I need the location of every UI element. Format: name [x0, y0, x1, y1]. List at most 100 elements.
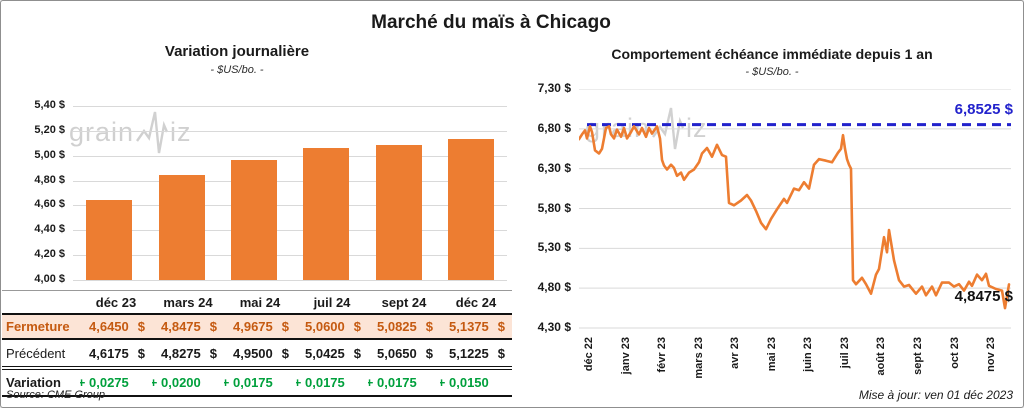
row-label: Variation [2, 368, 80, 397]
line-x-tick-label: mai 23 [765, 337, 778, 372]
line-x-tick-label: août 23 [875, 337, 888, 376]
cell-value: 4,8275 $ [161, 345, 217, 361]
gridline [73, 230, 507, 232]
table-cell: + 0,0175$ [296, 368, 368, 397]
line-x-tick-label: janv 23 [619, 337, 632, 375]
gridline [73, 255, 507, 257]
line-x-tick-label: févr 23 [656, 337, 669, 373]
cell-value: 5,1375 $ [449, 319, 505, 334]
table-cell: + 0,0175$ [368, 368, 440, 397]
cell-value: + 0,0150$ [440, 375, 489, 390]
cell-value: 4,9500 $ [233, 345, 289, 361]
cell-value: + 0,0275$ [80, 375, 129, 390]
cell-value: 5,1225 $ [449, 345, 505, 361]
table-row-precedent: Précédent 4,6175 $ 4,8275 $ 4,9500 $ 5,0425 $ 5,0… [2, 339, 512, 370]
price-table: déc 23 mars 24 mai 24 juil 24 sept 24 déc 24 F… [2, 290, 512, 397]
bar-y-tick-label: 5,00 $ [34, 148, 65, 161]
gridline [73, 106, 507, 107]
line-y-tick-label: 5,30 $ [537, 240, 571, 255]
line-y-tick-label: 6,30 $ [537, 160, 571, 175]
gridline [73, 280, 507, 281]
bar-chart-subtitle: - $US/bo. - [210, 64, 264, 76]
bar-y-tick-label: 4,60 $ [34, 198, 65, 211]
line-x-tick-label: mars 23 [692, 337, 705, 379]
line-x-tick-label: déc 22 [583, 337, 595, 372]
table-cell: + 0,0150$ [440, 368, 512, 397]
price-line [579, 125, 1011, 310]
table-cell: 5,1225 $ [440, 339, 512, 370]
cell-value: 5,0425 $ [305, 345, 361, 361]
cell-value: + 0,0200$ [152, 375, 201, 390]
gridline [73, 180, 507, 182]
table-header-cell: mai 24 [224, 290, 296, 315]
table-cell: 5,1375 $ [440, 314, 512, 340]
table-cell: 5,0825 $ [368, 314, 440, 340]
line-x-tick-label: juil 23 [838, 337, 851, 369]
gridline [73, 155, 507, 157]
gridline [73, 130, 507, 132]
bar-y-tick-label: 5,20 $ [34, 123, 65, 136]
bar [303, 148, 350, 280]
line-chart-subtitle: - $US/bo. - [745, 66, 799, 78]
table-cell: 4,6175 $ [80, 339, 152, 370]
cell-value: 4,9675 $ [233, 319, 289, 334]
table-header-cell [2, 290, 80, 315]
cell-value: + 0,0175$ [296, 375, 345, 390]
cell-value: 5,0600 $ [305, 319, 361, 334]
line-x-tick-label: juin 23 [802, 337, 815, 372]
line-x-tick-label: nov 23 [985, 337, 998, 372]
table-header-cell: déc 23 [80, 290, 152, 315]
table-cell: 5,0425 $ [296, 339, 368, 370]
bar-y-tick-label: 4,20 $ [34, 248, 65, 261]
line-y-tick-label: 4,80 $ [537, 280, 571, 295]
table-cell: 4,8275 $ [152, 339, 224, 370]
bar-y-tick-label: 4,80 $ [34, 173, 65, 186]
bar-chart-plot [73, 106, 507, 281]
bar [230, 159, 277, 280]
cell-value: + 0,0175$ [224, 375, 273, 390]
line-chart-title: Comportement échéance immédiate depuis 1… [611, 46, 933, 62]
gridline [73, 205, 507, 207]
table-cell: 5,0600 $ [296, 314, 368, 340]
table-cell: 4,6450 $ [80, 314, 152, 340]
bar-y-tick-label: 4,40 $ [34, 223, 65, 236]
bar [158, 174, 205, 280]
table-header-cell: sept 24 [368, 290, 440, 315]
cell-value: 4,6175 $ [89, 345, 145, 361]
page-title: Marché du maïs à Chicago [371, 12, 611, 33]
bar-y-tick-label: 5,40 $ [34, 99, 65, 111]
cell-value: 5,0650 $ [377, 345, 433, 361]
cell-value: + 0,0175$ [368, 375, 417, 390]
bar [447, 138, 494, 280]
table-header-cell: déc 24 [440, 290, 512, 315]
table-row-fermeture: Fermeture 4,6450 $ 4,8475 $ 4,9675 $ 5,0600 $ 5,0… [2, 314, 512, 340]
table-cell: 4,9675 $ [224, 314, 296, 340]
table-header-row: déc 23 mars 24 mai 24 juil 24 sept 24 déc 24 [2, 290, 512, 315]
source-note: Source: CME Group [6, 389, 106, 401]
update-note: Mise à jour: ven 01 déc 2023 [858, 388, 1013, 402]
row-label: Précédent [2, 339, 80, 370]
cell-value: 4,8475 $ [161, 319, 217, 334]
table-cell: + 0,0175$ [224, 368, 296, 397]
bar [86, 199, 133, 280]
line-x-tick-label: oct 23 [948, 337, 961, 369]
line-chart-plot [579, 89, 1011, 329]
line-x-tick-label: avr 23 [729, 337, 742, 369]
line-y-tick-label: 4,30 $ [537, 320, 571, 334]
row-label: Fermeture [2, 314, 80, 340]
last-price-label: 4,8475 $ [954, 288, 1013, 305]
line-x-tick-label: sept 23 [911, 337, 924, 375]
table-cell: 5,0650 $ [368, 339, 440, 370]
table-header-cell: juil 24 [296, 290, 368, 315]
table-cell: 4,9500 $ [224, 339, 296, 370]
line-y-tick-label: 5,80 $ [537, 200, 571, 215]
line-y-tick-label: 6,80 $ [537, 120, 571, 135]
cell-value: 5,0825 $ [377, 319, 433, 334]
line-y-tick-label: 7,30 $ [537, 81, 571, 95]
cell-value: 4,6450 $ [89, 319, 145, 334]
table-header-cell: mars 24 [152, 290, 224, 315]
table-cell: + 0,0275$ [80, 368, 152, 397]
reference-price-label: 6,8525 $ [954, 101, 1013, 118]
bar [375, 145, 422, 280]
bar-y-tick-label: 4,00 $ [34, 273, 65, 285]
